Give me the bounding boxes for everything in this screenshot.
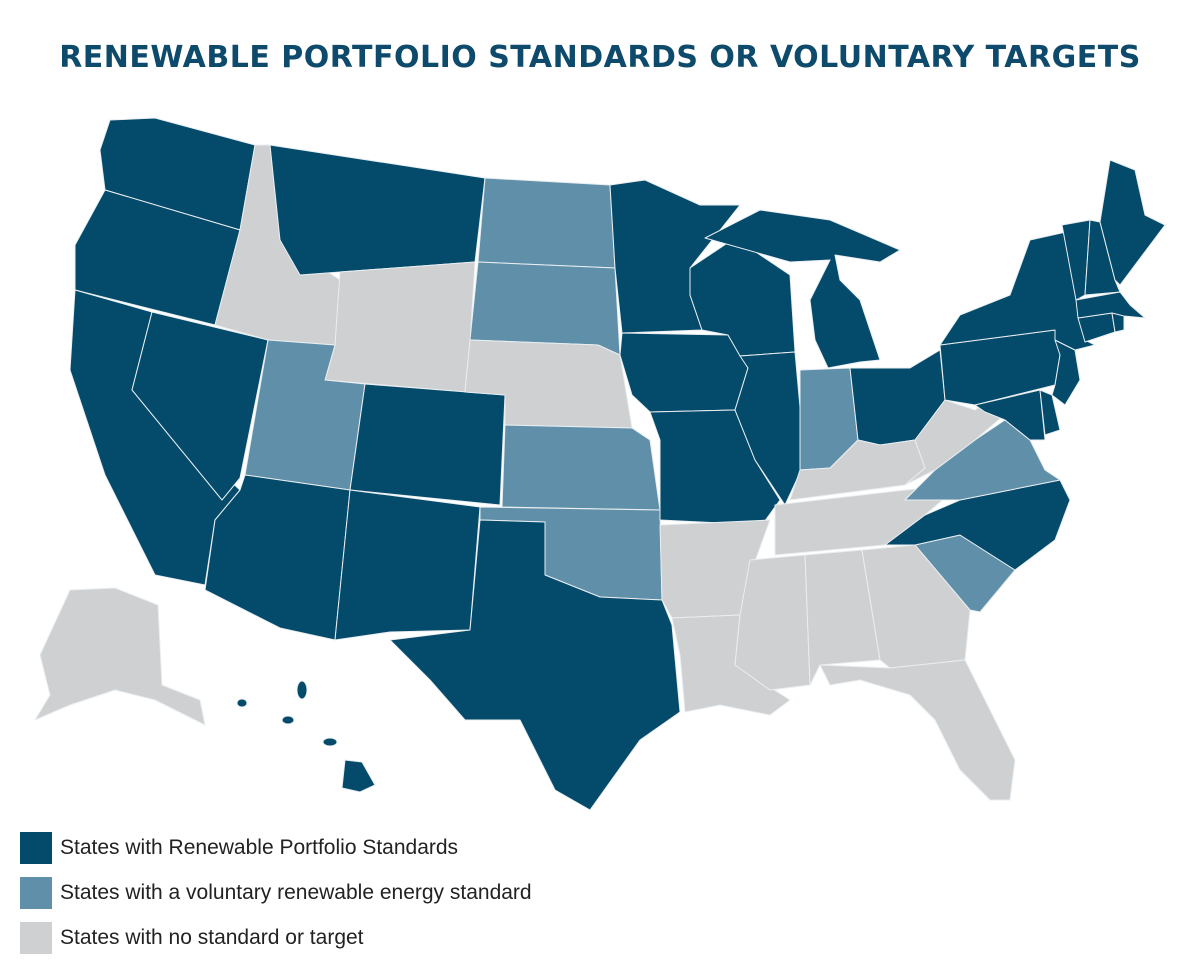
state-MA xyxy=(1075,291,1146,319)
state-MT xyxy=(269,144,486,276)
state-ND xyxy=(477,177,616,269)
map-title: RENEWABLE PORTFOLIO STANDARDS OR VOLUNTA… xyxy=(59,40,1141,75)
state-NC xyxy=(884,479,1071,571)
state-NY xyxy=(939,229,1096,351)
state-NV xyxy=(131,311,269,501)
state-NM xyxy=(334,489,481,641)
state-FL xyxy=(819,659,1016,801)
hawaii-island-molokai xyxy=(322,737,338,747)
legend-item-voluntary: States with a voluntary renewable energy… xyxy=(20,877,532,909)
state-MI xyxy=(704,209,901,369)
state-CO xyxy=(349,383,506,506)
state-TX xyxy=(389,519,681,811)
state-OR xyxy=(74,189,241,326)
hawaii-island-maui xyxy=(296,680,308,700)
state-AK xyxy=(34,587,206,726)
hawaii-island-kauai xyxy=(236,698,248,708)
us-states-map xyxy=(34,117,1166,811)
state-WY xyxy=(324,261,476,393)
state-NJ xyxy=(1051,339,1081,406)
state-AL xyxy=(804,549,881,686)
legend-swatch-voluntary xyxy=(20,877,52,909)
legend-item-none: States with no standard or target xyxy=(20,922,532,954)
hawaii-island-oahu xyxy=(281,715,295,725)
legend-swatch-none xyxy=(20,922,52,954)
legend: States with Renewable Portfolio Standard… xyxy=(20,832,532,967)
legend-item-rps: States with Renewable Portfolio Standard… xyxy=(20,832,532,864)
state-IA xyxy=(619,332,749,413)
legend-label-none: States with no standard or target xyxy=(60,926,364,949)
state-NH xyxy=(1084,219,1121,296)
legend-label-voluntary: States with a voluntary renewable energy… xyxy=(60,881,532,904)
state-KS xyxy=(501,424,661,511)
state-IL xyxy=(734,351,806,506)
state-HI xyxy=(236,680,376,793)
hawaii-island-big-island xyxy=(341,759,376,793)
legend-label-rps: States with Renewable Portfolio Standard… xyxy=(60,836,459,859)
state-DE xyxy=(1039,389,1061,436)
legend-swatch-rps xyxy=(20,832,52,864)
state-ME xyxy=(1099,159,1166,286)
